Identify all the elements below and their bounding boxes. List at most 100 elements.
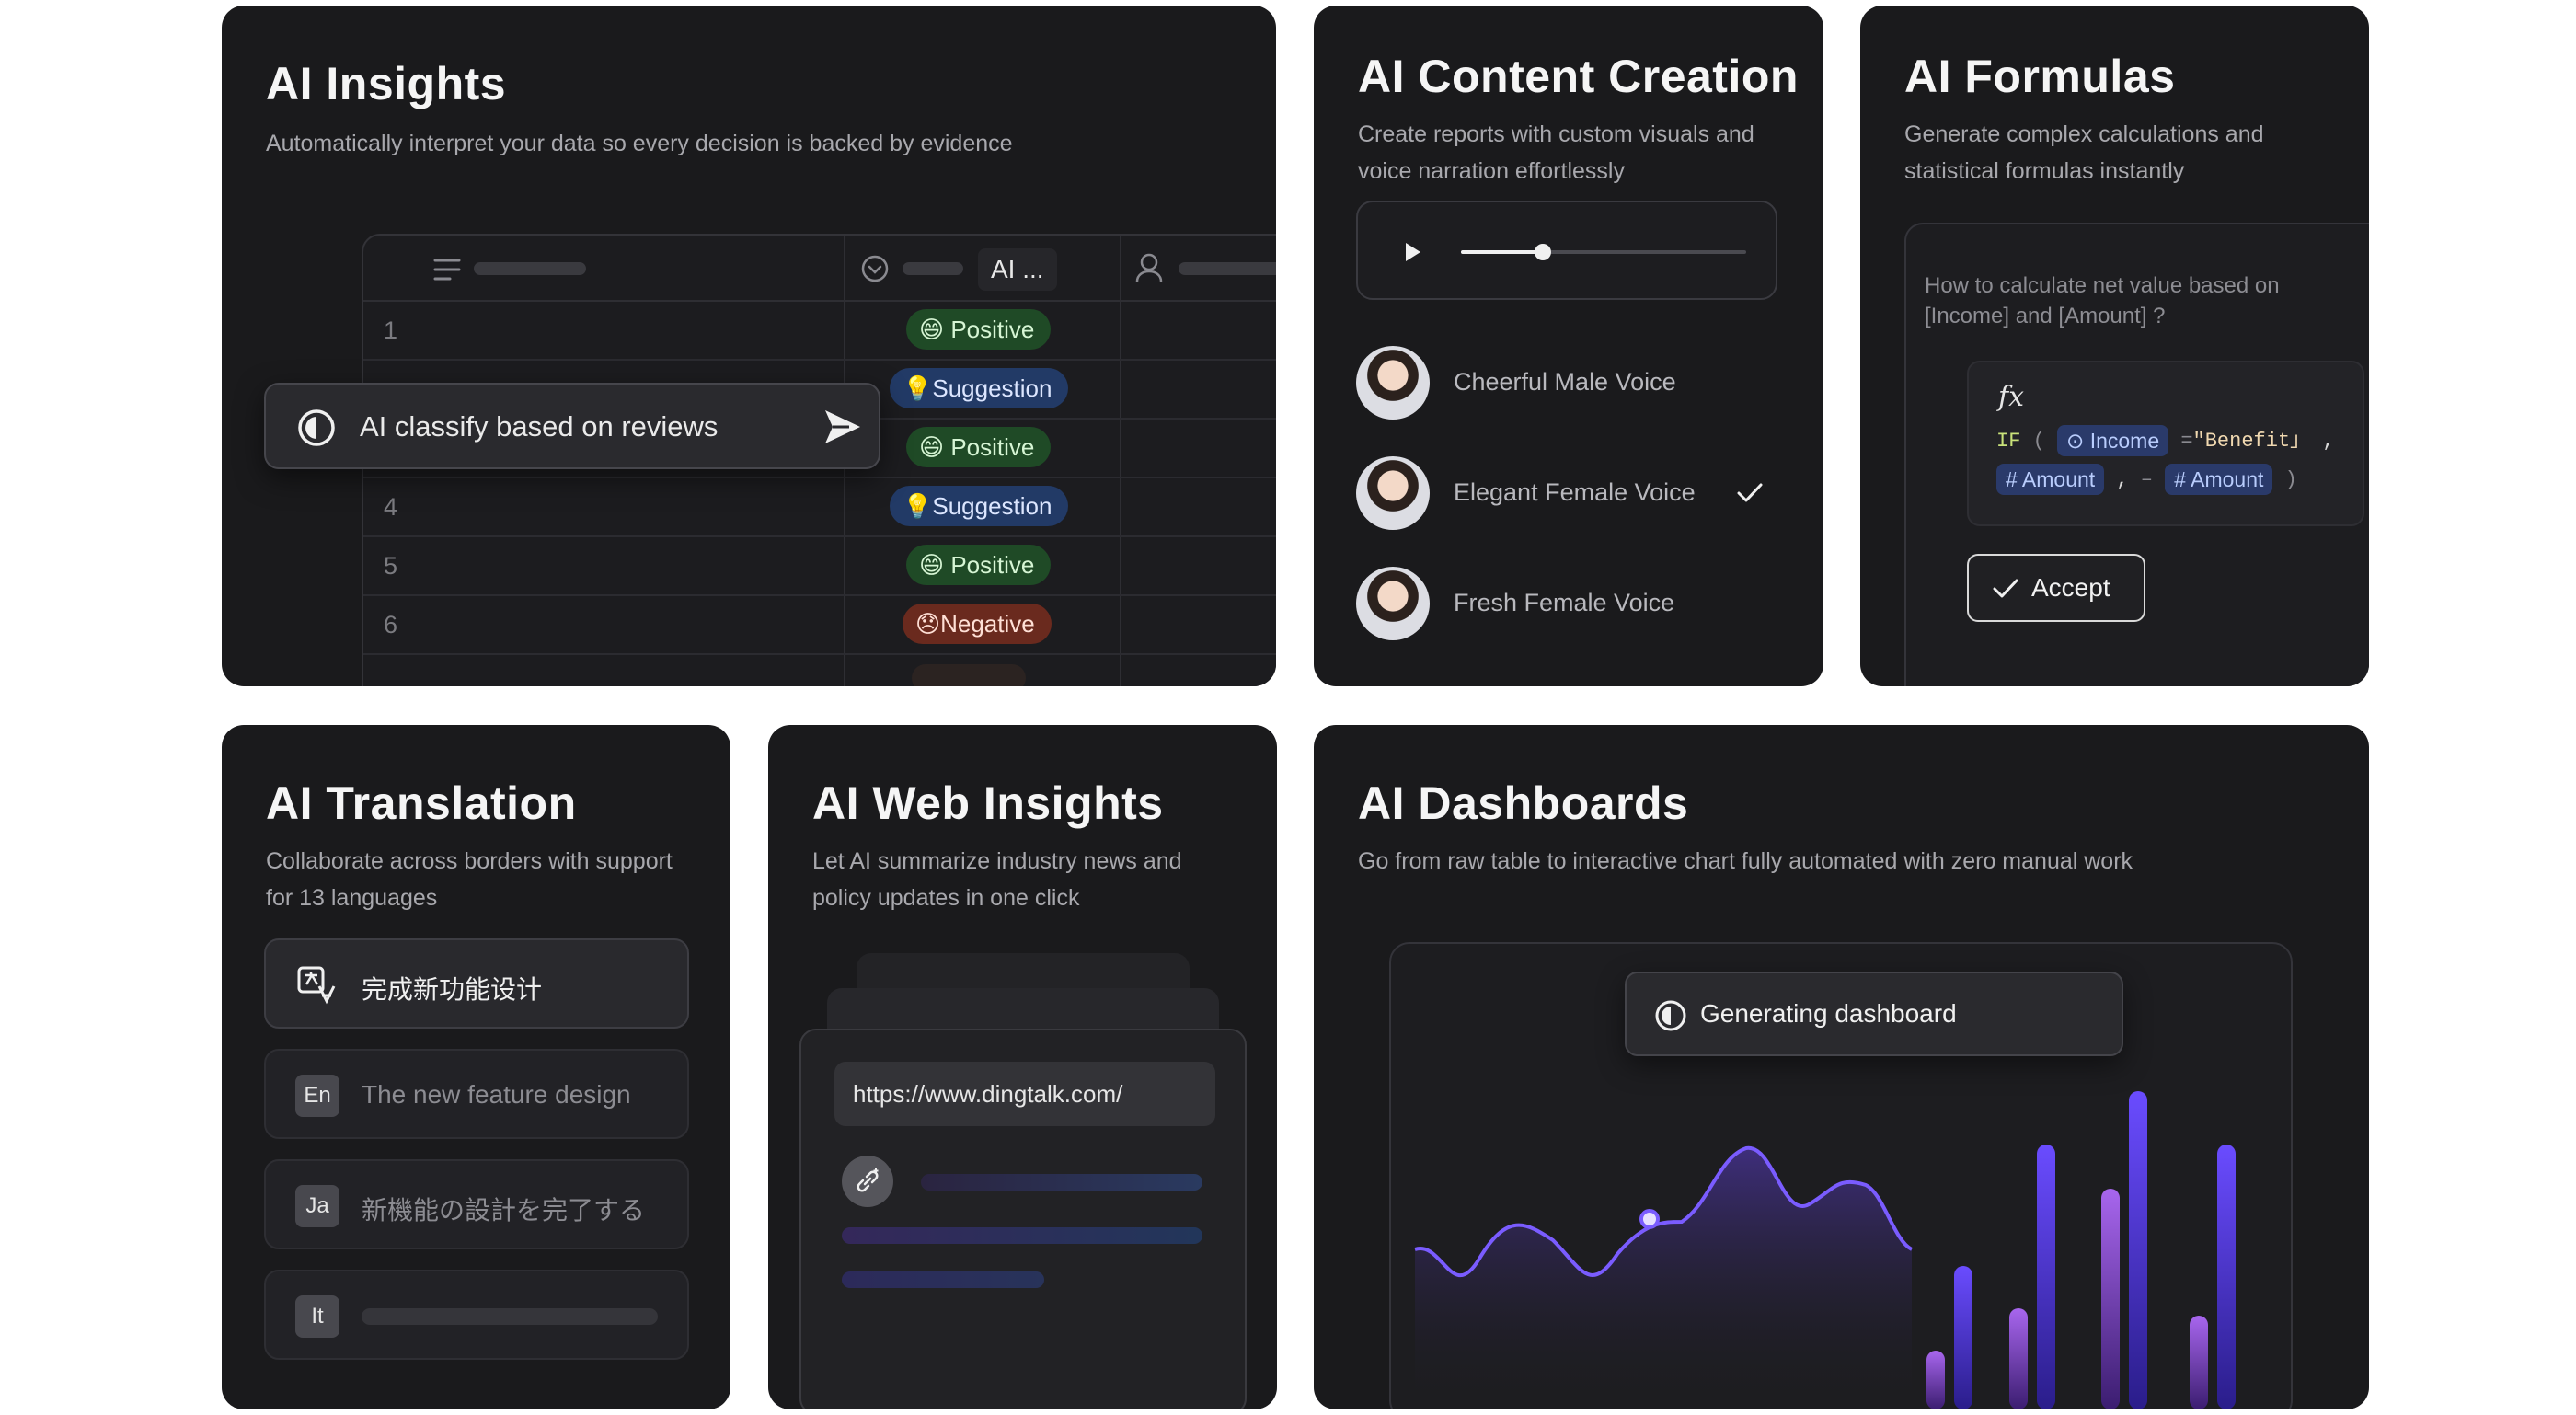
source-text: 完成新功能设计 xyxy=(362,975,543,1004)
card-title: AI Insights xyxy=(266,58,507,109)
line-point[interactable] xyxy=(1639,1209,1660,1229)
bar[interactable] xyxy=(2037,1145,2055,1409)
language-badge: Ja xyxy=(295,1185,339,1227)
sentiment-tag[interactable]: 💡Suggestion xyxy=(890,486,1069,526)
dashboard-chart xyxy=(1414,1091,2236,1409)
sentiment-tag[interactable]: 😞Negative xyxy=(903,604,1052,644)
sentiment-tag[interactable]: 😄 Positive xyxy=(906,545,1052,585)
summary-line xyxy=(921,1174,1202,1191)
card-subtitle: Go from raw table to interactive chart f… xyxy=(1358,848,2133,874)
row-number: 4 xyxy=(384,493,398,521)
card-subtitle: Create reports with custom visuals and v… xyxy=(1358,121,1754,184)
text-field-icon xyxy=(433,259,461,281)
source-text-box[interactable]: 完成新功能设计 xyxy=(264,938,689,1029)
bar[interactable] xyxy=(2217,1145,2236,1409)
field-chip-amount[interactable]: # Amount xyxy=(1996,464,2105,495)
table-row[interactable]: 6 😞Negative xyxy=(363,596,1276,655)
number-field-icon: # xyxy=(2174,467,2191,491)
card-title: AI Content Creation xyxy=(1358,51,1799,102)
ai-prompt-bar[interactable]: AI classify based on reviews xyxy=(264,383,880,469)
ai-formulas-card: AI Formulas Generate complex calculation… xyxy=(1860,6,2369,686)
translation-item[interactable]: Ja 新機能の設計を完了する xyxy=(264,1159,689,1249)
bar[interactable] xyxy=(2009,1308,2028,1409)
table-row[interactable]: 1 😄 Positive xyxy=(363,302,1276,361)
prompt-text: AI classify based on reviews xyxy=(360,410,719,443)
translation-item[interactable]: En The new feature design xyxy=(264,1049,689,1139)
voice-option[interactable]: Cheerful Male Voice xyxy=(1356,346,1779,423)
summary-line xyxy=(842,1271,1044,1288)
send-icon[interactable] xyxy=(823,408,862,445)
avatar xyxy=(1356,346,1430,420)
if-keyword: IF xyxy=(1996,430,2021,453)
language-badge: It xyxy=(295,1295,339,1338)
card-title: AI Translation xyxy=(266,777,577,829)
formula-line: IF ( ⊙ Income ="Benefit」 , xyxy=(1996,423,2335,457)
check-icon xyxy=(1993,579,2018,598)
table-row[interactable]: 4 💡Suggestion xyxy=(363,478,1276,537)
formula-question: How to calculate net value based on [Inc… xyxy=(1925,273,2280,328)
progress-track[interactable] xyxy=(1461,244,1746,260)
ai-content-creation-card: AI Content Creation Create reports with … xyxy=(1314,6,1823,686)
url-input[interactable]: https://www.dingtalk.com/ xyxy=(834,1062,1215,1126)
voice-option[interactable]: Fresh Female Voice xyxy=(1356,567,1779,644)
avatar xyxy=(1356,456,1430,530)
faded-tag xyxy=(912,664,1026,686)
card-title: AI Web Insights xyxy=(812,777,1164,829)
sentiment-tag[interactable]: 😄 Positive xyxy=(906,309,1052,350)
chip-label: Income xyxy=(2089,429,2160,454)
summary-line xyxy=(842,1227,1202,1244)
loading-spinner-icon xyxy=(298,409,335,446)
field-chip-amount[interactable]: # Amount xyxy=(2165,464,2273,495)
bar[interactable] xyxy=(2101,1189,2120,1409)
bar[interactable] xyxy=(2129,1091,2147,1409)
translation-placeholder xyxy=(362,1308,658,1325)
progress-handle[interactable] xyxy=(1535,244,1551,260)
status-text: Generating dashboard xyxy=(1700,999,1957,1028)
function-icon: fx xyxy=(1998,381,2025,413)
bar[interactable] xyxy=(1926,1351,1945,1409)
accept-button[interactable]: Accept xyxy=(1967,554,2145,622)
ai-insights-card: AI Insights Automatically interpret your… xyxy=(222,6,1276,686)
ai-translation-card: AI Translation Collaborate across border… xyxy=(222,725,730,1409)
table-row[interactable]: 😄 Positive xyxy=(363,420,1276,478)
column-name-placeholder xyxy=(1179,262,1276,275)
sentiment-tag[interactable]: 💡Suggestion xyxy=(890,368,1069,408)
line-series xyxy=(1414,1145,1914,1277)
string-literal: "Benefit」 xyxy=(2192,430,2311,453)
card-title: AI Dashboards xyxy=(1358,777,1689,829)
audio-player[interactable] xyxy=(1356,201,1777,300)
ai-column-header[interactable]: AI ... xyxy=(978,248,1057,291)
field-chip-income[interactable]: ⊙ Income xyxy=(2057,425,2169,457)
card-subtitle: Generate complex calculations and statis… xyxy=(1904,121,2264,184)
loading-spinner-icon xyxy=(1655,1000,1686,1031)
card-subtitle: Let AI summarize industry news and polic… xyxy=(812,848,1182,911)
generating-status-bar: Generating dashboard xyxy=(1625,972,2123,1056)
column-name-placeholder xyxy=(474,262,586,275)
web-summary-panel: https://www.dingtalk.com/ xyxy=(799,1029,1247,1409)
voice-option[interactable]: Elegant Female Voice xyxy=(1356,456,1779,534)
ai-dashboards-card: AI Dashboards Go from raw table to inter… xyxy=(1314,725,2369,1409)
check-icon xyxy=(1737,483,1763,502)
voice-name: Elegant Female Voice xyxy=(1454,478,1696,506)
formula-box[interactable]: fx IF ( ⊙ Income ="Benefit」 , # Amount ,… xyxy=(1967,361,2364,526)
avatar xyxy=(1356,567,1430,640)
translate-icon xyxy=(297,966,336,1005)
row-number: 5 xyxy=(384,552,398,580)
accept-label: Accept xyxy=(2031,573,2110,602)
progress-fill xyxy=(1461,250,1541,254)
sentiment-tag[interactable]: 😄 Positive xyxy=(906,427,1052,467)
link-icon xyxy=(842,1156,893,1207)
bar[interactable] xyxy=(2190,1316,2208,1409)
translation-item[interactable]: It xyxy=(264,1270,689,1360)
play-icon[interactable] xyxy=(1404,241,1422,263)
row-number: 1 xyxy=(384,316,398,344)
number-field-icon: # xyxy=(2006,467,2022,491)
translated-text: The new feature design xyxy=(362,1080,631,1109)
table-row[interactable]: 5 😄 Positive xyxy=(363,537,1276,596)
bar[interactable] xyxy=(1954,1266,1972,1409)
person-field-icon xyxy=(1135,253,1163,282)
select-field-icon: ⊙ xyxy=(2066,429,2090,454)
card-subtitle: Automatically interpret your data so eve… xyxy=(266,131,1013,156)
language-badge: En xyxy=(295,1075,339,1117)
line-area xyxy=(1415,1147,1912,1409)
